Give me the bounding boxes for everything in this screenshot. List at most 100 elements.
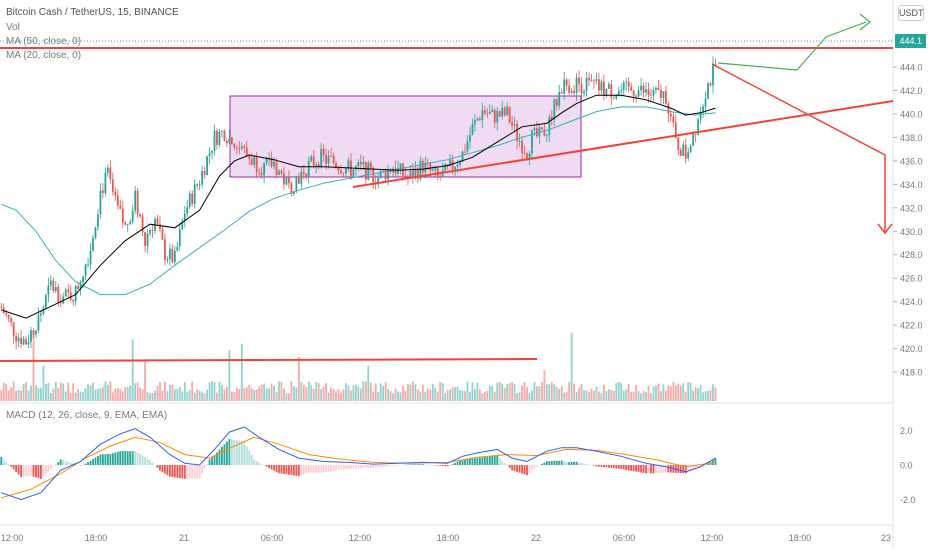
candle-body [226,141,228,143]
macd-histogram-bar [613,465,615,468]
candle-body [72,300,74,302]
volume-bar [283,389,285,401]
macd-histogram-bar [452,464,454,465]
volume-bar [672,382,674,401]
macd-histogram-bar [571,462,573,465]
volume-legend[interactable]: Vol [6,22,20,33]
macd-histogram-bar [640,465,642,472]
volume-bar [568,382,570,401]
candle-body [682,145,684,156]
volume-bar [266,389,268,401]
candle-body [281,171,283,173]
macd-histogram-bar [353,465,355,469]
volume-bar [653,387,655,401]
volume-bar [315,382,317,401]
volume-bar [162,391,164,401]
macd-histogram-bar [583,464,585,466]
candle-body [362,162,364,164]
volume-bar [5,384,7,401]
candle-body [454,167,456,170]
price-tick-label: 442.0 [900,86,923,96]
volume-bar [407,384,409,401]
volume-bar [179,387,181,401]
candle-body [591,80,593,81]
volume-bar [134,383,136,401]
macd-histogram-bar [276,465,278,472]
candle-body [489,112,491,114]
volume-bar [700,385,702,401]
volume-bar [281,382,283,401]
macd-histogram-bar [62,460,64,465]
candle-body [556,99,558,106]
volume-bar [360,389,362,401]
candle-body [541,127,543,129]
candle-body [653,90,655,95]
volume-bar [191,381,193,401]
macd-histogram-bar [241,441,243,465]
macd-histogram-bar [506,465,508,466]
ma20-legend[interactable]: MA (20, close, 0) [6,50,81,61]
volume-bar [201,392,203,401]
macd-histogram-bar [152,463,154,465]
volume-bar [348,386,350,401]
price-tick-label: 420.0 [900,344,923,354]
volume-bar [462,391,464,401]
macd-histogram-bar [705,465,707,466]
macd-histogram-bar [397,465,399,466]
candle-body [707,83,709,98]
macd-histogram-bar [271,465,273,469]
candle-body [665,91,667,104]
candle-body [712,64,714,85]
volume-bar [630,392,632,401]
macd-histogram-bar [23,465,25,477]
volume-bar [251,388,253,401]
candle-body [129,222,131,224]
volume-bar [328,393,330,401]
macd-histogram-bar [10,465,12,467]
macd-histogram-bar [494,456,496,465]
volume-bar [112,392,114,401]
volume-bar [318,383,320,401]
volume-bar [52,389,54,401]
volume-bar [147,392,149,401]
macd-histogram-bar [194,465,196,478]
volume-bar [40,388,42,401]
macd-histogram-bar [568,462,570,465]
macd-histogram-bar [596,465,598,466]
currency-badge[interactable]: USDT [898,5,924,21]
volume-bar [25,382,27,401]
candle-body [667,104,669,114]
volume-bar [412,382,414,401]
volume-bar [539,386,541,401]
macd-histogram-bar [360,465,362,468]
volume-bar [256,389,258,401]
candle-body [134,191,136,211]
macd-histogram-bar [645,465,647,473]
volume-bar [362,381,364,401]
macd-histogram-bar [529,465,531,473]
ma50-legend[interactable]: MA (50, close, 0) [6,36,81,47]
macd-histogram-bar [715,458,717,465]
candle-body [298,177,300,184]
candle-body [82,276,84,282]
volume-bar [70,393,72,401]
macd-histogram-bar [422,464,424,465]
macd-histogram-bar [28,465,30,476]
candle-body [286,177,288,184]
macd-histogram-bar [295,465,297,476]
candle-body [695,134,697,135]
macd-histogram-bar [576,462,578,465]
macd-histogram-bar [105,454,107,465]
volume-bar [419,391,421,401]
volume-bar [635,385,637,401]
macd-histogram-bar [25,465,27,477]
chart-title[interactable]: Bitcoin Cash / TetherUS, 15, BINANCE [6,7,179,18]
volume-bar [526,387,528,401]
volume-bar [38,388,40,401]
volume-bar [204,393,206,401]
macd-legend[interactable]: MACD (12, 26, close, 9, EMA, EMA) [6,410,167,421]
candle-body [501,108,503,117]
macd-histogram-bar [268,465,270,468]
volume-bar [335,392,337,401]
volume-bar [477,383,479,401]
